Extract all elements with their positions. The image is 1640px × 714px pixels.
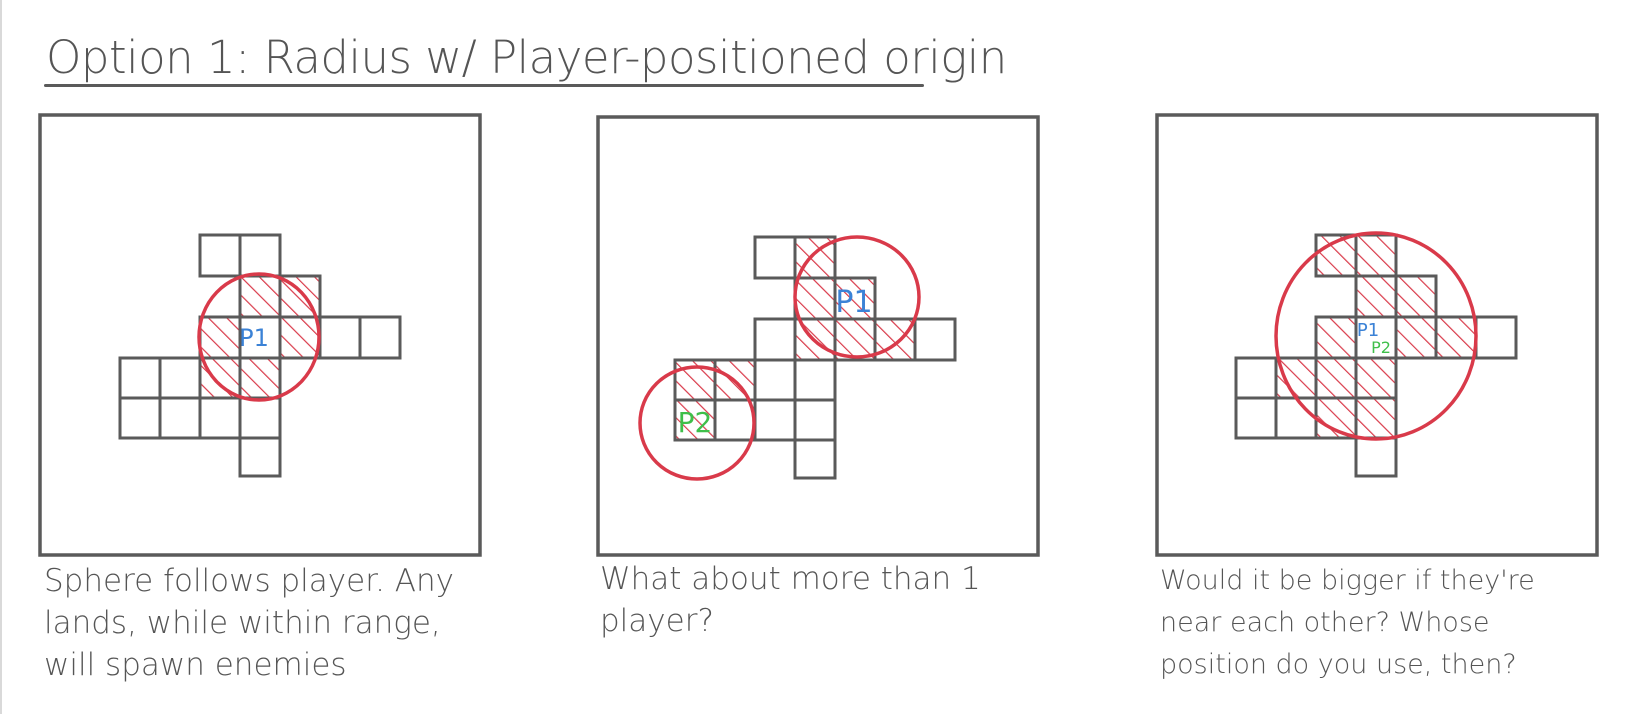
panel-3-hatched-tiles [1276,235,1476,438]
hatched-tile [1356,235,1396,276]
panel-1-frame [38,113,482,557]
page-title: Option 1: Radius w/ Player-positioned or… [46,31,1007,84]
hatched-tile [1396,317,1436,358]
tile [118,356,162,400]
panel-3-frame [1155,113,1599,557]
panel-3-marker-p2: P2 [1371,338,1391,357]
panel-2-marker-p1: P1 [835,285,872,320]
tile [753,235,797,280]
hatched-tile [1436,317,1476,358]
tile [793,358,837,402]
tile [793,438,837,480]
tile [753,358,797,402]
hatched-tile [835,278,875,319]
hatched-tile [1396,276,1436,317]
tile [1354,436,1398,478]
title-underline [44,84,924,87]
panel-3-caption: Would it be bigger if they're near each … [1160,565,1535,680]
panel-3-marker-p1: P1 [1357,320,1379,341]
panel-2-hatched-tiles [675,237,915,440]
panel-3-combined-radius-circle [1274,231,1478,441]
tile [198,233,242,278]
hatched-tile [240,276,280,317]
tile [158,356,202,400]
tile [1474,315,1518,360]
tile [753,398,797,442]
hatched-tile [835,319,875,360]
tile [753,317,797,362]
tile [358,315,402,360]
panel-2-p1-radius-circle [793,235,921,359]
panel-2-caption: What about more than 1 player? [600,561,981,639]
tile [118,396,162,440]
hatched-tile [1356,398,1396,438]
panel-1: P1 [38,113,482,557]
panel-2: P1 P2 [596,115,1040,557]
hatched-tile [240,358,280,398]
panel-2-p2-radius-circle [638,365,756,481]
page-edge-line [0,0,2,714]
panel-2-frame [596,115,1040,557]
panel-1-radius-circle [197,272,321,402]
tile [238,436,282,478]
hatched-tile [795,278,835,319]
hatched-tile [1356,276,1396,317]
panel-1-marker-p1: P1 [239,324,269,352]
tile [1234,396,1278,440]
hatched-tile [1316,358,1356,398]
panel-1-grid-tiles [118,233,402,478]
panel-3: P1 P2 [1155,113,1599,557]
tile [793,398,837,442]
tile [318,315,362,360]
panel-2-marker-p2: P2 [678,406,713,439]
tile [1274,396,1318,440]
panel-2-grid-tiles [673,235,957,480]
panel-1-hatched-tiles [200,276,320,398]
tile [713,398,757,442]
panel-1-caption: Sphere follows player. Any lands, while … [44,563,455,683]
hatched-tile [280,317,320,358]
tile [238,396,282,440]
tile [1234,356,1278,400]
tile [158,396,202,440]
hatched-tile [1276,358,1316,398]
tile [913,317,957,362]
tile [238,233,282,278]
hatched-tile [1316,317,1356,358]
hatched-tile [675,400,715,440]
hatched-tile [200,317,240,358]
hatched-tile [1356,358,1396,398]
tile [198,396,242,440]
